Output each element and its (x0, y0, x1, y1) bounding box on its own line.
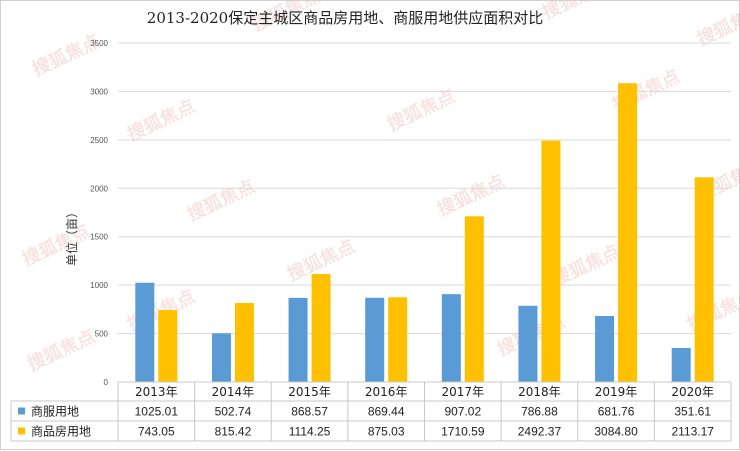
bar-residential (464, 216, 484, 382)
bar-residential (388, 297, 408, 382)
y-tick-label: 500 (95, 330, 109, 339)
watermark-text: 搜狐焦点 (24, 325, 99, 375)
bar-commercial (518, 305, 538, 382)
bar-commercial (288, 297, 308, 382)
y-tick-label: 1500 (90, 233, 108, 242)
bar-residential (694, 177, 714, 382)
bar-residential (158, 310, 178, 382)
bar-commercial (671, 347, 691, 382)
bar-commercial (441, 294, 461, 382)
watermark-text: 搜狐焦点 (384, 85, 459, 135)
x-category-label: 2016年 (365, 385, 408, 399)
watermark-text: 搜狐焦点 (184, 175, 259, 225)
chart-title: 2013-2020保定主城区商品房用地、商服用地供应面积对比 (147, 9, 543, 27)
bar-residential (311, 274, 331, 382)
data-label: 868.57 (291, 405, 328, 419)
data-label: 875.03 (368, 425, 405, 439)
watermark-text: 搜狐焦点 (29, 30, 104, 80)
watermark-text: 搜狐焦点 (124, 95, 199, 145)
watermark-text: 搜狐焦点 (434, 170, 509, 220)
legend-swatch (18, 427, 25, 435)
x-category-label: 2019年 (595, 385, 638, 399)
data-label: 502.74 (215, 405, 252, 419)
data-table: 2013年 2014年 2015年 2016年 2017年 2018年 2019年 2020年… (10, 381, 732, 442)
y-tick-label: 1000 (90, 281, 108, 290)
data-label: 3084.80 (594, 425, 638, 439)
y-tick-label: 2000 (90, 184, 108, 193)
x-category-label: 2014年 (212, 385, 255, 399)
x-category-label: 2018年 (518, 385, 561, 399)
series-name: 商服用地 (31, 404, 79, 419)
data-label: 2492.37 (518, 425, 562, 439)
bar-commercial (595, 315, 615, 382)
y-tick-label: 3500 (90, 39, 108, 48)
bar-commercial (365, 297, 385, 382)
data-label: 786.88 (521, 405, 558, 419)
data-label: 2113.17 (671, 425, 714, 439)
data-label: 1710.59 (441, 425, 485, 439)
x-category-label: 2015年 (288, 385, 331, 399)
bar-residential (234, 303, 254, 382)
watermark-text: 搜狐焦点 (19, 220, 94, 270)
bars (135, 83, 714, 382)
data-label: 1025.01 (135, 405, 179, 419)
data-label: 907.02 (444, 405, 481, 419)
bar-commercial (135, 282, 155, 382)
x-category-label: 2020年 (671, 385, 714, 399)
series-name: 商品房用地 (31, 424, 91, 439)
data-label: 351.61 (674, 405, 711, 419)
x-category-label: 2017年 (442, 385, 485, 399)
data-label: 1114.25 (289, 425, 331, 439)
data-label: 815.42 (215, 425, 252, 439)
data-label: 743.05 (138, 425, 175, 439)
data-label: 869.44 (368, 405, 405, 419)
bar-residential (618, 83, 638, 382)
watermark-text: 搜狐焦点 (539, 1, 614, 24)
y-axis-label: 单位（亩） (64, 206, 79, 266)
legend-swatch (18, 407, 25, 415)
bar-residential (541, 140, 561, 382)
y-tick-label: 2500 (90, 136, 108, 145)
y-tick-label: 0 (104, 378, 109, 387)
y-tick-label: 3000 (90, 87, 108, 96)
x-category-label: 2013年 (135, 385, 178, 399)
data-label: 681.76 (598, 405, 635, 419)
bar-commercial (211, 333, 231, 382)
